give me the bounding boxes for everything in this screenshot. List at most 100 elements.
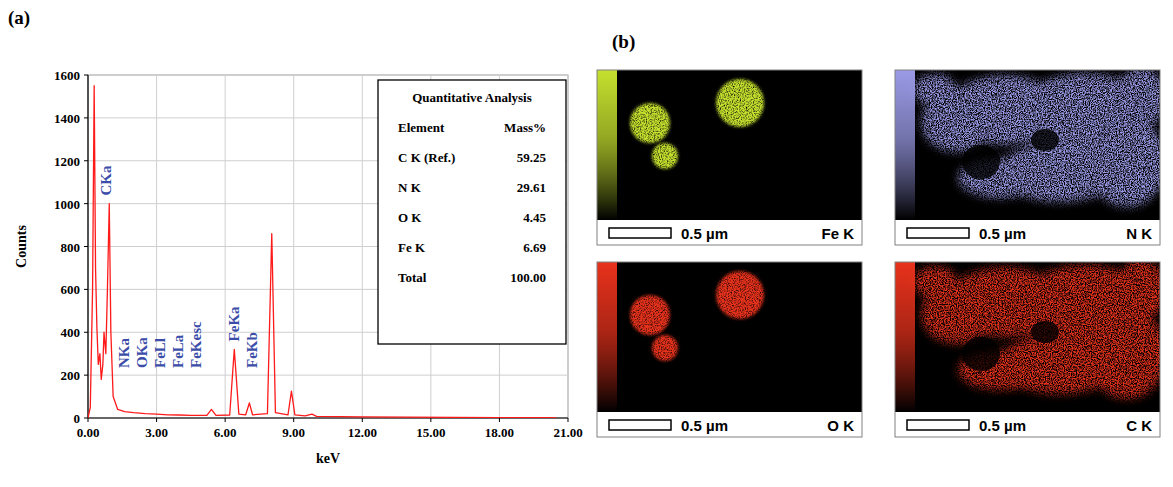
map-frame: [895, 70, 1160, 245]
element-signal: [630, 79, 764, 169]
tick-label: 6.00: [214, 425, 237, 440]
panel-label: (b): [612, 31, 635, 53]
map-element: C K: [1126, 417, 1152, 434]
element-map: 0.5 µm C K: [895, 260, 1167, 437]
label-strip: [895, 412, 1160, 437]
tick-label: 400: [61, 325, 81, 340]
table-cell: N K: [398, 180, 422, 195]
tick-label: 1000: [54, 197, 80, 212]
map-element: N K: [1126, 225, 1152, 242]
peak-label: FeKa: [226, 306, 242, 341]
tick-label: 3.00: [145, 425, 168, 440]
map-frame: [597, 70, 862, 245]
cloud-hole: [962, 337, 1000, 371]
table-header: Mass%: [504, 120, 546, 135]
peak-label: NKa: [116, 338, 132, 369]
panel-label: (a): [8, 7, 30, 29]
figure: (a) 0 200 400 600 800 1000 1200 1400 1600 0.00 3.00…: [0, 0, 1173, 487]
peak-label: FeLl: [152, 338, 168, 368]
y-axis-title: Counts: [14, 225, 29, 268]
y-axis: [87, 75, 88, 418]
table-title: Quantitative Analysis: [412, 90, 532, 105]
grid-line: [88, 75, 568, 76]
particle: [652, 143, 678, 169]
map-content: [630, 79, 764, 169]
color-bar: [597, 70, 617, 220]
x-axis-title: keV: [316, 451, 340, 466]
map-content: [913, 70, 1160, 207]
label-strip: [597, 220, 862, 245]
tick-label: 0.00: [77, 425, 100, 440]
table-cell: C K (Ref.): [398, 150, 455, 165]
element-signal: [630, 271, 764, 361]
grid-line: [362, 75, 363, 418]
element-map: 0.5 µm N K: [895, 68, 1167, 245]
peak-label: FeKesc: [188, 321, 204, 368]
particle: [716, 271, 764, 319]
table-cell: 29.61: [517, 180, 546, 195]
tick-label: 600: [61, 282, 81, 297]
table-cell: 59.25: [517, 150, 547, 165]
scale-bar-label: 0.5 µm: [979, 225, 1026, 242]
grid-line: [88, 75, 89, 418]
map-element: O K: [827, 417, 854, 434]
map-frame: [597, 262, 862, 437]
color-bar: [895, 262, 915, 412]
element-map: 0.5 µm Fe K: [597, 70, 862, 245]
map-image: [597, 70, 862, 220]
color-bar: [895, 70, 915, 220]
table-cell: 6.69: [523, 240, 546, 255]
cloud: [1115, 70, 1160, 128]
table-header: Element: [398, 120, 445, 135]
tick-label: 1600: [54, 68, 80, 83]
element-signal: [913, 70, 1160, 207]
peak-label: CKa: [98, 165, 114, 196]
peak-label: OKa: [134, 337, 150, 368]
color-bar: [597, 262, 617, 412]
tick-label: 200: [61, 368, 81, 383]
element-signal: [913, 262, 1160, 399]
map-image: [597, 262, 862, 412]
tick-label: 21.00: [553, 425, 582, 440]
particle: [652, 335, 678, 361]
table-cell: 4.45: [523, 210, 546, 225]
particle: [630, 295, 670, 335]
grid-line: [225, 75, 226, 418]
tick-label: 1200: [54, 154, 80, 169]
table-box: [378, 80, 566, 344]
plot-background: [88, 75, 568, 418]
tick-label: 12.00: [348, 425, 377, 440]
map-element: Fe K: [821, 225, 854, 242]
cloud-hole: [962, 145, 1000, 179]
table-cell: Fe K: [398, 240, 426, 255]
tick-label: 1400: [54, 111, 80, 126]
particle: [716, 79, 764, 127]
label-strip: [597, 412, 862, 437]
peak-label: FeKb: [244, 332, 260, 368]
tick-label: 18.00: [485, 425, 514, 440]
particle: [630, 103, 670, 143]
tick-label: 0: [74, 411, 81, 426]
table-cell: 100.00: [510, 270, 546, 285]
map-content: [630, 271, 764, 361]
annotations: CKa NKaOKaFeLlFeLaFeKesc FeKaFeKb: [98, 165, 260, 368]
table-cell: O K: [398, 210, 422, 225]
peak-label: FeLa: [170, 334, 186, 368]
grid: [88, 75, 568, 418]
grid-line: [293, 75, 294, 418]
tick-label: 800: [61, 240, 81, 255]
tick-label: 15.00: [416, 425, 445, 440]
tick-label: 9.00: [282, 425, 305, 440]
scale-bar: [609, 228, 671, 238]
cloud: [913, 74, 957, 106]
cloud: [913, 266, 957, 298]
scale-bar: [907, 420, 969, 430]
map-content: [913, 262, 1160, 399]
grid-line: [568, 75, 569, 418]
scale-bar-label: 0.5 µm: [681, 225, 728, 242]
scale-bar-label: 0.5 µm: [979, 417, 1026, 434]
cloud: [1115, 262, 1160, 320]
cloud-hole: [1031, 129, 1059, 151]
label-strip: [895, 220, 1160, 245]
element-map: 0.5 µmO K: [597, 262, 862, 437]
